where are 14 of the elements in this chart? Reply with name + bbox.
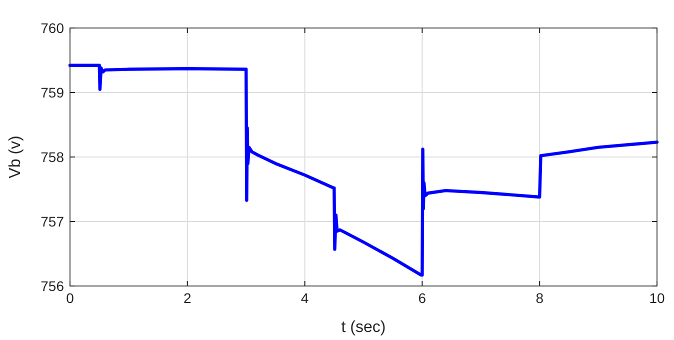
line-series — [68, 64, 659, 277]
x-tick-label: 4 — [300, 290, 309, 306]
y-tick-label: 760 — [40, 20, 64, 36]
x-tick-label: 2 — [184, 290, 192, 306]
x-axis-title: t (sec) — [341, 319, 386, 336]
y-tick-label: 757 — [40, 214, 64, 230]
x-tick-label: 8 — [536, 290, 544, 306]
y-axis-title: Vb (v) — [7, 136, 24, 178]
x-tick-label: 6 — [418, 290, 426, 306]
y-tick-label: 759 — [40, 84, 64, 100]
y-tick-label: 756 — [40, 278, 64, 294]
x-tick-label: 0 — [66, 290, 74, 306]
y-tick-label: 758 — [40, 149, 64, 165]
x-tick-label: 10 — [649, 290, 665, 306]
